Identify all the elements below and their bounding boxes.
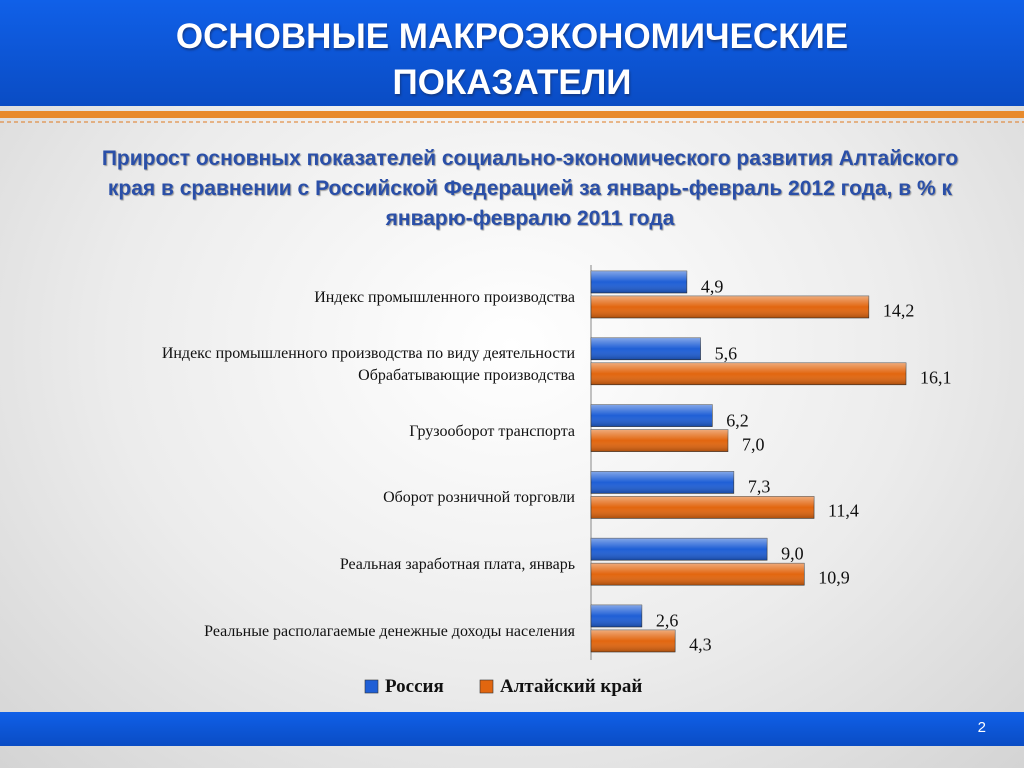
value-label: 9,0 [781,543,804,564]
legend-label: Алтайский край [500,676,643,697]
value-label: 2,6 [655,610,679,631]
value-label: 11,4 [828,500,859,521]
bar-shine [591,563,805,586]
value-label: 5,6 [714,343,738,364]
value-label: 7,3 [747,476,771,497]
value-label: 16,1 [920,367,952,388]
bar-shine [591,404,713,427]
category-label: Индекс промышленного производства по вид… [161,344,575,384]
value-label: 4,3 [689,634,712,655]
category-label: Оборот розничной торговли [383,489,575,507]
value-label: 14,2 [882,300,915,321]
header-band [0,0,1024,106]
bar-shine [591,538,768,561]
bar-shine [591,296,869,318]
bar-shine [591,630,676,652]
header-rule [0,111,1024,118]
page-number: 2 [977,719,986,736]
bar-shine [591,337,701,360]
legend-swatch [364,679,379,694]
value-label: 7,0 [741,434,765,455]
slide-title: ОСНОВНЫЕ МАКРОЭКОНОМИЧЕСКИЕ ПОКАЗАТЕЛИ [175,17,849,102]
category-label: Реальная заработная плата, январь [339,556,575,574]
legend-label: Россия [385,676,444,697]
value-label: 10,9 [818,567,850,588]
category-label: Грузооборот транспорта [409,422,575,440]
category-label: Реальные располагаемые денежные доходы н… [204,623,575,640]
bar-shine [591,471,734,494]
bar-shine [591,496,815,519]
bar-shine [591,271,687,293]
bar-shine [591,362,906,385]
value-label: 6,2 [726,410,749,431]
value-label: 4,9 [700,276,724,297]
footer-band [0,712,1024,746]
bar-shine [591,429,728,452]
legend-swatch [479,679,494,694]
bar-shine [591,605,642,627]
category-label: Индекс промышленного производства [314,289,575,306]
chart-title: Прирост основных показателей социально-э… [101,147,959,230]
